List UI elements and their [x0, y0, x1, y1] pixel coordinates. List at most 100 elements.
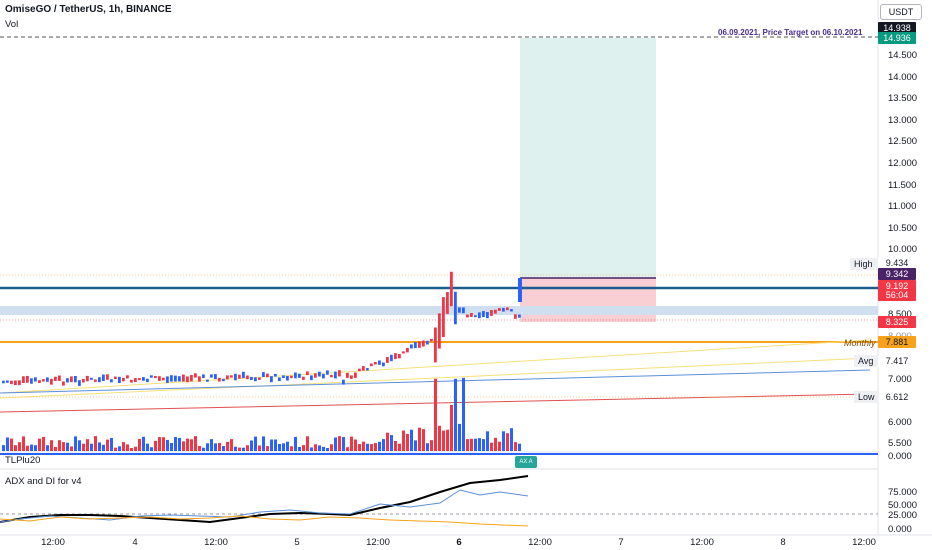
candle [150, 375, 153, 378]
volume-bar [38, 438, 41, 451]
candle [66, 378, 69, 383]
tlp-tick: 0.000 [888, 451, 912, 462]
support-band[interactable] [0, 306, 878, 315]
candle [322, 373, 325, 379]
volume-bar [158, 437, 161, 451]
candle [370, 363, 373, 367]
volume-bar [222, 446, 225, 451]
adx-tick: 50.000 [888, 500, 918, 511]
volume-bar [318, 445, 321, 451]
trend-line-yellow-2[interactable] [0, 357, 871, 399]
candle [390, 354, 393, 362]
candle [502, 307, 505, 312]
volume-bar [122, 442, 125, 451]
candle [342, 379, 345, 385]
volume-bar [234, 446, 237, 451]
monthly-label: Monthly [844, 338, 876, 348]
currency-button[interactable]: USDT [880, 4, 922, 20]
time-tick: 12:00 [690, 537, 714, 548]
target-zone[interactable] [520, 38, 656, 278]
volume-bar [178, 438, 181, 451]
volume-bar [402, 430, 405, 451]
signal-flag[interactable]: AX A [515, 456, 537, 468]
volume-bar [238, 447, 241, 451]
adx-tick: 0.000 [888, 524, 912, 535]
volume-bar [2, 445, 5, 451]
symbol-title[interactable]: OmiseGO / TetherUS, 1h, BINANCE [5, 4, 172, 15]
volume-bar [310, 447, 313, 451]
candle [234, 373, 237, 381]
volume-bar [334, 437, 337, 451]
candle [146, 378, 149, 383]
candle [50, 378, 53, 385]
volume-bar [206, 443, 209, 451]
candle [246, 375, 249, 380]
stop-zone[interactable] [520, 278, 656, 322]
volume-bar [106, 439, 109, 451]
price-tag-current: 14.938 [878, 22, 916, 34]
volume-bar [270, 439, 273, 451]
tlp-indicator-label[interactable]: TLPlu20 [5, 455, 41, 466]
candle [74, 376, 77, 383]
candle [46, 377, 49, 382]
candle [2, 380, 5, 384]
volume-bars [2, 377, 521, 451]
volume-bar [346, 447, 349, 451]
volume-bar [470, 438, 473, 451]
volume-bar [502, 431, 505, 451]
price-tick: 14.000 [888, 72, 918, 83]
volume-bar [30, 444, 33, 451]
adx-indicator-label[interactable]: ADX and DI for v4 [5, 476, 82, 487]
candle [198, 376, 201, 382]
volume-bar [34, 445, 37, 451]
volume-label[interactable]: Vol [5, 19, 19, 30]
volume-bar [262, 436, 265, 451]
volume-bar [62, 442, 65, 451]
volume-bar [162, 437, 165, 451]
volume-bar [382, 439, 385, 451]
time-tick: 12:00 [204, 537, 228, 548]
candle [338, 370, 341, 377]
candle [494, 309, 497, 314]
volume-bar [250, 440, 253, 451]
volume-bar [214, 443, 217, 451]
volume-bar [478, 438, 481, 451]
volume-bar [482, 439, 485, 451]
volume-bar [266, 446, 269, 451]
candle [282, 375, 285, 378]
time-tick: 12:00 [41, 537, 65, 548]
candle [478, 312, 481, 319]
candle [42, 379, 45, 382]
candle [518, 278, 522, 302]
candles [2, 271, 522, 386]
candle [354, 372, 357, 378]
volume-bar [102, 444, 105, 451]
candle [290, 375, 293, 379]
candle [490, 310, 493, 316]
volume-bar [274, 439, 277, 451]
time-tick: 12:00 [366, 537, 390, 548]
candle [422, 340, 425, 347]
candle [394, 353, 397, 360]
candle [86, 375, 89, 382]
candle [414, 342, 417, 349]
candle [82, 378, 85, 383]
volume-bar [210, 439, 213, 451]
candle [182, 374, 185, 382]
trend-line-yellow-1[interactable] [0, 339, 871, 394]
price-target-annotation[interactable]: 06.09.2021, Price Target on 06.10.2021 [718, 28, 863, 37]
price-tick: 7.000 [888, 374, 912, 385]
candle [306, 371, 309, 376]
volume-bar [434, 378, 437, 451]
volume-bar [94, 436, 97, 451]
candle [410, 344, 413, 349]
candle [90, 377, 93, 380]
volume-bar [218, 443, 221, 451]
price-tick: 11.000 [888, 201, 917, 212]
volume-bar [194, 436, 197, 451]
candle [434, 327, 437, 363]
candle [510, 309, 513, 312]
candle [278, 377, 281, 382]
candle [202, 374, 205, 378]
